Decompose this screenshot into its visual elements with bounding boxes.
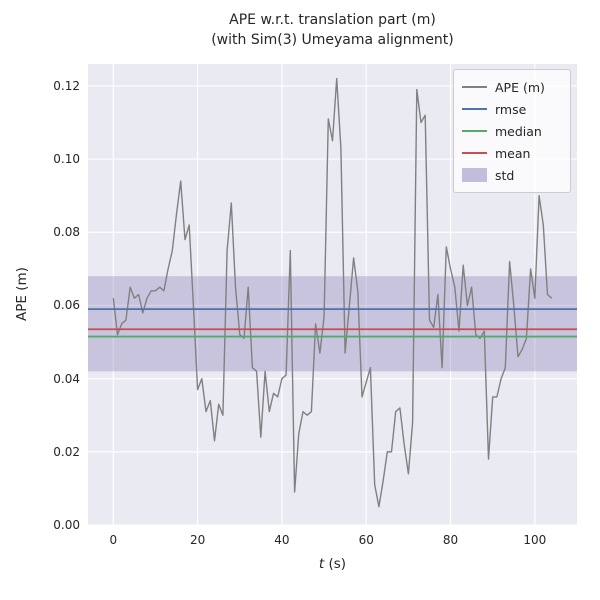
x-tick-label: 100	[523, 533, 547, 547]
legend-item-ape: APE (m)	[462, 76, 562, 98]
legend-label-ape: APE (m)	[495, 79, 545, 95]
y-tick-label: 0.10	[53, 152, 80, 167]
legend-item-rmse: rmse	[462, 98, 562, 120]
chart-title-line1: APE w.r.t. translation part (m)	[229, 12, 436, 28]
x-tick-label: 40	[274, 533, 290, 547]
y-tick-label: 0.00	[53, 518, 80, 532]
x-tick-label: 0	[109, 533, 118, 547]
y-tick-label: 0.12	[53, 78, 80, 93]
legend-label-std: std	[495, 167, 515, 183]
y-axis-label: APE (m)	[14, 267, 30, 321]
x-tick-label: 80	[442, 533, 459, 547]
x-tick-label: 20	[189, 533, 206, 547]
rmse-line-swatch	[462, 108, 487, 110]
legend-label-mean: mean	[495, 145, 531, 161]
ape-line-swatch	[462, 86, 487, 88]
y-tick-label: 0.02	[53, 444, 80, 459]
legend-item-std: std	[462, 164, 562, 186]
y-tick-label: 0.04	[53, 371, 80, 386]
y-tick-label: 0.08	[53, 225, 80, 240]
legend-item-median: median	[462, 120, 562, 142]
std-patch-swatch	[462, 168, 487, 182]
x-axis-label-unit: (s)	[324, 556, 347, 572]
legend-item-mean: mean	[462, 142, 562, 164]
legend-label-median: median	[495, 123, 542, 139]
std-band	[88, 276, 577, 372]
x-tick-label: 60	[358, 533, 374, 547]
legend: APE (m) rmse median mean std	[453, 69, 571, 193]
chart-title: APE w.r.t. translation part (m) (with Si…	[88, 10, 577, 51]
x-axis-label-var: t	[318, 556, 325, 572]
mean-line-swatch	[462, 152, 487, 154]
x-axis-label: t (s)	[88, 556, 577, 572]
median-line-swatch	[462, 130, 487, 132]
y-tick-label: 0.06	[53, 298, 80, 313]
chart-title-line2: (with Sim(3) Umeyama alignment)	[211, 32, 454, 49]
legend-label-rmse: rmse	[495, 101, 527, 117]
